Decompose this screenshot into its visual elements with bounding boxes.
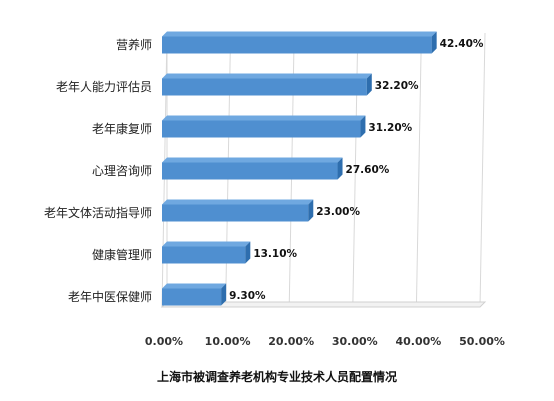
bar-side-3 bbox=[337, 157, 343, 180]
bar-0 bbox=[162, 31, 437, 54]
bar-front-4 bbox=[162, 204, 309, 222]
bar-side-2 bbox=[360, 115, 366, 138]
bar-side-5 bbox=[245, 241, 251, 264]
value-label-6: 9.30% bbox=[229, 290, 266, 302]
bar-3 bbox=[162, 157, 343, 180]
category-label-3: 心理咨询师 bbox=[92, 163, 152, 178]
bar-top-0 bbox=[162, 31, 437, 37]
bar-top-1 bbox=[162, 73, 372, 79]
bar-top-4 bbox=[162, 199, 314, 205]
bar-top-5 bbox=[162, 241, 251, 247]
bar-side-6 bbox=[221, 283, 227, 306]
bar-6 bbox=[162, 283, 227, 306]
value-label-2: 31.20% bbox=[368, 122, 412, 134]
bar-side-4 bbox=[308, 199, 314, 222]
bar-front-0 bbox=[162, 36, 432, 54]
bar-front-6 bbox=[162, 288, 222, 306]
category-label-0: 营养师 bbox=[116, 37, 152, 52]
bar-2 bbox=[162, 115, 366, 138]
bar-side-0 bbox=[431, 31, 437, 54]
gridline-4 bbox=[415, 32, 422, 308]
x-tick-label-4: 40.00% bbox=[395, 335, 441, 348]
category-label-1: 老年人能力评估员 bbox=[56, 80, 152, 94]
chart-title: 上海市被调查养老机构专业技术人员配置情况 bbox=[156, 370, 397, 384]
category-label-6: 老年中医保健师 bbox=[68, 289, 152, 304]
value-label-0: 42.40% bbox=[440, 38, 484, 50]
category-label-2: 老年康复师 bbox=[92, 121, 152, 136]
bar-5 bbox=[162, 241, 251, 264]
x-tick-label-3: 30.00% bbox=[332, 335, 378, 348]
value-label-4: 23.00% bbox=[316, 206, 360, 218]
value-label-5: 13.10% bbox=[253, 248, 297, 260]
x-tick-label-2: 20.00% bbox=[268, 335, 314, 348]
gridline-5 bbox=[479, 32, 486, 308]
category-labels: 营养师老年人能力评估员老年康复师心理咨询师老年文体活动指导师健康管理师老年中医保… bbox=[44, 37, 152, 304]
bar-top-6 bbox=[162, 283, 227, 289]
category-label-5: 健康管理师 bbox=[92, 247, 152, 262]
bar-front-2 bbox=[162, 120, 361, 138]
bar-front-5 bbox=[162, 246, 246, 264]
x-axis-ticks: 0.00% 10.00% 20.00% 30.00% 40.00% 50.00% bbox=[145, 335, 505, 348]
bar-4 bbox=[162, 199, 314, 222]
value-label-1: 32.20% bbox=[375, 80, 419, 92]
x-tick-label-1: 10.00% bbox=[205, 335, 251, 348]
bar-front-3 bbox=[162, 162, 338, 180]
x-tick-label-0: 0.00% bbox=[145, 335, 183, 348]
value-label-3: 27.60% bbox=[346, 164, 390, 176]
bar-side-1 bbox=[366, 73, 372, 96]
bar-top-2 bbox=[162, 115, 366, 121]
bar-front-1 bbox=[162, 78, 367, 96]
value-labels: 42.40% 32.20% 31.20% 27.60% 23.00% 13.10% 9.30… bbox=[229, 38, 484, 302]
x-tick-label-5: 50.00% bbox=[459, 335, 505, 348]
bars bbox=[162, 31, 437, 306]
bar-top-3 bbox=[162, 157, 343, 163]
bar-1 bbox=[162, 73, 372, 96]
category-label-4: 老年文体活动指导师 bbox=[44, 205, 152, 220]
